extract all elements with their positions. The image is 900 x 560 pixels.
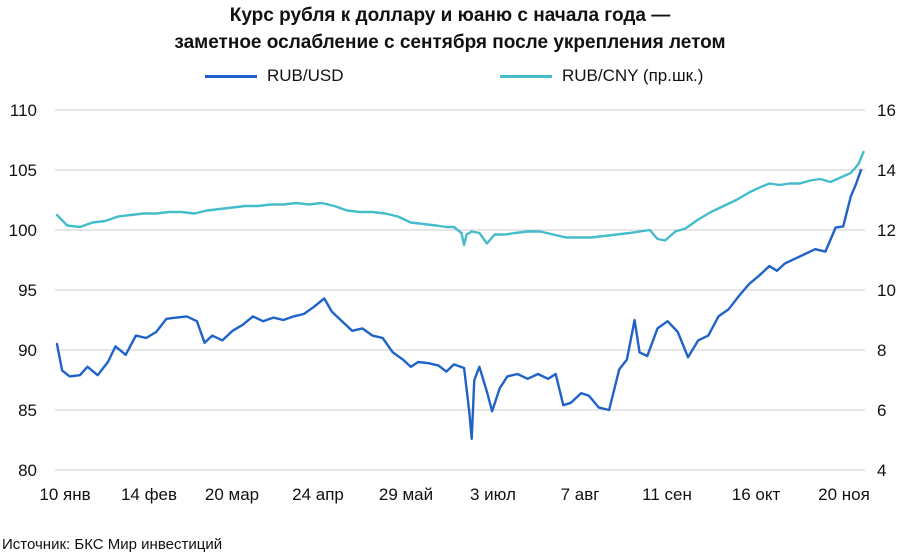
legend-item-cny: RUB/CNY (пр.шк.) [500,66,703,86]
y-tick-left: 100 [9,221,37,240]
y-tick-left: 90 [18,341,37,360]
legend-label-usd: RUB/USD [267,66,344,85]
source-note: Источник: БКС Мир инвестиций [2,536,223,553]
chart-title-line1: Курс рубля к доллару и юаню с начала год… [229,5,671,26]
x-axis: 10 янв 14 фев 20 мар 24 апр 29 май 3 июл 7 авг… [39,485,869,504]
y-tick-right: 6 [877,401,886,420]
y-tick-right: 12 [877,221,896,240]
y-tick-left: 95 [18,281,37,300]
x-tick-label: 10 янв [39,485,90,504]
y-tick-right: 10 [877,281,896,300]
x-tick-label: 29 май [379,485,433,504]
series-line-cny [55,150,865,247]
y-axis-right: 4 6 8 10 12 14 16 [877,101,896,480]
y-axis-left: 80 85 90 95 100 105 110 [9,101,37,480]
legend-item-usd: RUB/USD [205,66,344,86]
series-lines [55,150,865,440]
grid-lines [55,109,865,471]
legend-label-cny: RUB/CNY (пр.шк.) [562,66,704,85]
legend-swatch-cny [500,74,552,78]
y-tick-left: 80 [18,461,37,480]
series-line-usd [55,168,863,440]
x-tick-label: 20 ноя [818,485,870,504]
x-tick-label: 7 авг [561,485,600,504]
x-tick-label: 24 апр [292,485,344,504]
legend-swatch-usd [205,74,257,78]
y-tick-right: 16 [877,101,896,120]
x-tick-label: 3 июл [470,485,516,504]
chart-title: Курс рубля к доллару и юаню с начала год… [0,2,900,56]
y-tick-right: 8 [877,341,886,360]
x-tick-label: 16 окт [732,485,781,504]
y-tick-left: 105 [9,161,37,180]
x-tick-label: 20 мар [205,485,259,504]
legend: RUB/USD RUB/CNY (пр.шк.) [0,66,900,90]
x-tick-label: 11 сен [642,485,692,504]
y-tick-right: 14 [877,161,896,180]
y-tick-right: 4 [877,461,886,480]
chart-title-line2: заметное ослабление с сентября после укр… [174,32,726,53]
y-tick-left: 85 [18,401,37,420]
y-tick-left: 110 [10,101,37,120]
x-tick-label: 14 фев [121,485,177,504]
